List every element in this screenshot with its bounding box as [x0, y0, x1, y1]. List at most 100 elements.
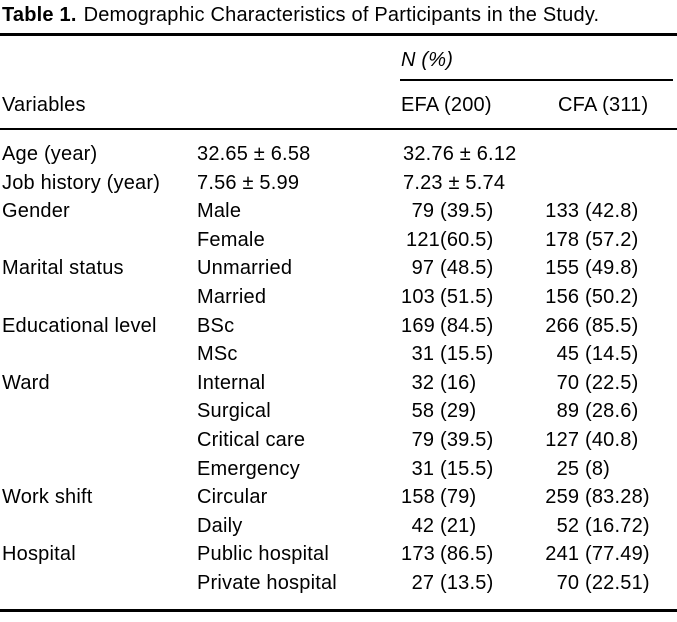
cell-cfa: 155 (49.8) [511, 254, 677, 283]
cell-variable [0, 426, 197, 455]
cell-efa: 58 (29) [400, 397, 511, 426]
count-value: 79 [411, 428, 440, 451]
percent-value: (83.28) [585, 486, 650, 509]
count-value: 259 [545, 486, 585, 509]
cell-efa: 173 (86.5) [400, 540, 511, 569]
cell-efa: 79 (39.5) [400, 426, 511, 455]
cell-cfa: 25 (8) [511, 455, 677, 484]
cell-variable: Gender [2, 200, 70, 223]
count-value: 58 [411, 400, 440, 423]
table-row: Daily 42 (21) 52 (16.72) [0, 512, 677, 541]
cell-cfa: 52 (16.72) [511, 512, 677, 541]
count-value: 133 [545, 200, 585, 223]
mean-value: 7.23 ± 5.74 [403, 171, 506, 194]
count-value: 241 [545, 543, 585, 566]
count-value: 169 [401, 314, 441, 337]
percent-value: (15.5) [440, 457, 494, 480]
cell-efa: 158 (79) [400, 483, 511, 512]
group-header-n-pct: N (%) [400, 36, 673, 81]
cell-category: Male [197, 200, 242, 223]
count-value: 156 [545, 285, 585, 308]
count-value: 79 [411, 200, 440, 223]
cell-efa: 31 (15.5) [400, 340, 511, 369]
count-value: 103 [401, 285, 441, 308]
cell-category: 32.65 ± 6.58 [197, 143, 311, 165]
cell-variable [0, 397, 197, 426]
count-value: 89 [556, 400, 585, 423]
cell-cfa: 45 (14.5) [511, 340, 677, 369]
count-value: 31 [411, 457, 440, 480]
cell-efa: 169 (84.5) [400, 312, 511, 341]
column-header-category [197, 94, 400, 116]
percent-value: (84.5) [440, 314, 494, 337]
percent-value: (21) [440, 514, 477, 537]
column-header-cfa: CFA (311) [558, 94, 649, 116]
cell-category: Unmarried [197, 257, 293, 280]
cell-category: 7.56 ± 5.99 [197, 171, 300, 194]
table-row: Age (year) 32.65 ± 6.58 32.76 ± 6.12 [0, 140, 677, 169]
count-value: 70 [556, 371, 585, 394]
table-row: Critical care 79 (39.5) 127 (40.8) [0, 426, 677, 455]
cell-variable: Job history (year) [2, 171, 161, 194]
table-title: Table 1. Demographic Characteristics of P… [0, 0, 677, 36]
cell-variable [0, 283, 197, 312]
table-row: Gender Male 79 (39.5) 133 (42.8) [0, 197, 677, 226]
percent-value: (79) [440, 486, 477, 509]
count-value: 97 [411, 257, 440, 280]
cell-variable: Ward [2, 371, 50, 394]
count-value: 52 [556, 514, 585, 537]
cell-category: Internal [197, 371, 266, 394]
count-value: 70 [556, 571, 585, 594]
column-header-efa: EFA (200) [401, 94, 492, 116]
table-row: Educational level BSc 169 (84.5) 266 (85.5) [0, 312, 677, 341]
cell-category: Public hospital [197, 543, 329, 566]
cell-category: Critical care [197, 428, 306, 451]
table-row: Surgical 58 (29) 89 (28.6) [0, 397, 677, 426]
column-header-row: Variables EFA (200) CFA (311) [0, 81, 677, 130]
table-row: MSc 31 (15.5) 45 (14.5) [0, 340, 677, 369]
percent-value: (48.5) [440, 257, 494, 280]
cell-efa: 121(60.5) [400, 226, 511, 255]
count-value: 155 [545, 257, 585, 280]
percent-value: (39.5) [440, 200, 494, 223]
cell-variable: Age (year) [2, 143, 98, 165]
table-row: Job history (year) 7.56 ± 5.99 7.23 ± 5.74 [0, 169, 677, 198]
table-row: Private hospital 27 (13.5) 70 (22.51) [0, 569, 677, 598]
cell-category: Married [197, 285, 267, 308]
cell-efa: 42 (21) [400, 512, 511, 541]
count-value: 178 [545, 228, 585, 251]
table-row: Marital status Unmarried 97 (48.5) 155 (49.… [0, 254, 677, 283]
count-value: 266 [545, 314, 585, 337]
cell-cfa: 133 (42.8) [511, 197, 677, 226]
percent-value: (16) [440, 371, 477, 394]
cell-cfa: 127 (40.8) [511, 426, 677, 455]
cell-variable [0, 569, 197, 598]
table-row: Female 121(60.5) 178 (57.2) [0, 226, 677, 255]
cell-efa: 79 (39.5) [400, 197, 511, 226]
cell-cfa: 259 (83.28) [511, 483, 677, 512]
table-row: Ward Internal 32 (16) 70 (22.5) [0, 369, 677, 398]
cell-variable [0, 512, 197, 541]
cell-category: Surgical [197, 400, 271, 423]
count-value: 42 [411, 514, 440, 537]
cell-variable: Hospital [2, 543, 76, 566]
table-row: Work shift Circular 158 (79) 259 (83.28) [0, 483, 677, 512]
mean-value: 32.76 ± 6.12 [403, 143, 517, 165]
percent-value: (22.51) [585, 571, 650, 594]
count-value: 127 [545, 428, 585, 451]
percent-value: (16.72) [585, 514, 650, 537]
cell-efa: 32 (16) [400, 369, 511, 398]
count-value: 27 [411, 571, 440, 594]
percent-value: (28.6) [585, 400, 639, 423]
cell-variable: Work shift [2, 486, 93, 509]
demographics-table: N (%) Variables EFA (200) CFA (311) Age … [0, 36, 677, 612]
cell-category: BSc [197, 314, 235, 337]
percent-value: (13.5) [440, 571, 494, 594]
table-title-label: Table 1. [2, 4, 77, 26]
percent-value: (50.2) [585, 285, 639, 308]
cell-efa: 31 (15.5) [400, 455, 511, 484]
cell-cfa: 266 (85.5) [511, 312, 677, 341]
cell-cfa: 178 (57.2) [511, 226, 677, 255]
percent-value: (51.5) [440, 285, 494, 308]
